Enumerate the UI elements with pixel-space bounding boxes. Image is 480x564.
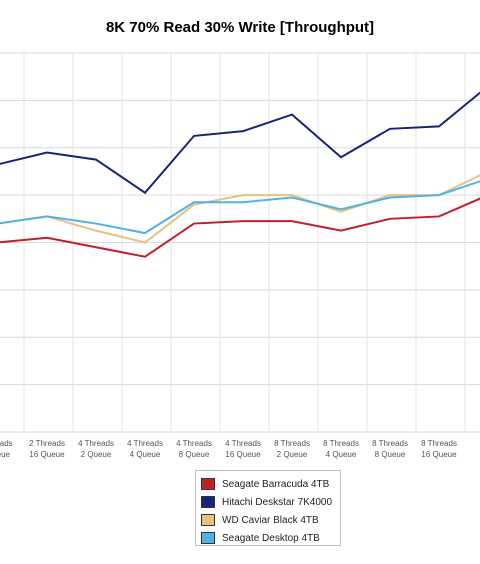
legend-item: Seagate Barracuda 4TB xyxy=(201,475,340,493)
x-tick-label: 4 Threads xyxy=(78,439,114,448)
legend-label: Seagate Barracuda 4TB xyxy=(222,478,330,490)
legend-swatch xyxy=(201,514,215,526)
x-tick-label: 8 Threads xyxy=(372,439,408,448)
x-tick-label: 16 Queue xyxy=(29,450,65,459)
x-tick-label: 8 Threads xyxy=(274,439,310,448)
legend-label: Seagate Desktop 4TB xyxy=(222,532,320,544)
series-line-2 xyxy=(0,174,480,244)
grid-lines xyxy=(0,52,480,433)
x-tick-label: 8 Threads xyxy=(323,439,359,448)
legend-swatch xyxy=(201,496,215,508)
x-tick-label: 4 Queue xyxy=(130,450,161,459)
legend: Seagate Barracuda 4TB Hitachi Deskstar 7K… xyxy=(195,470,341,546)
x-tick-label: 8 Queue xyxy=(375,450,406,459)
legend-label: Hitachi Deskstar 7K4000 xyxy=(222,496,333,508)
legend-swatch xyxy=(201,532,215,544)
series-lines xyxy=(0,91,480,258)
x-tick-label: 4 Queue xyxy=(326,450,357,459)
legend-label: WD Caviar Black 4TB xyxy=(222,514,319,526)
x-tick-label: 16 Queue xyxy=(225,450,261,459)
legend-item: Seagate Desktop 4TB xyxy=(201,529,340,547)
x-tick-label: 8 Threads xyxy=(421,439,457,448)
x-tick-label: 2 Queue xyxy=(81,450,112,459)
series-line-3 xyxy=(0,180,480,235)
x-axis-tick-labels: Threads Queue 2 Threads 16 Queue 4 Threads 2 … xyxy=(0,439,457,459)
chart-title: 8K 70% Read 30% Write [Throughput] xyxy=(105,19,375,36)
x-tick-label: 2 Threads xyxy=(29,439,65,448)
x-tick-label: Queue xyxy=(0,450,11,459)
x-tick-label: 4 Threads xyxy=(127,439,163,448)
legend-item: Hitachi Deskstar 7K4000 xyxy=(201,493,340,511)
legend-item: WD Caviar Black 4TB xyxy=(201,511,340,529)
x-tick-label: 4 Threads xyxy=(225,439,261,448)
x-tick-label: 4 Threads xyxy=(176,439,212,448)
series-line-1 xyxy=(0,91,480,195)
line-chart: Threads Queue 2 Threads 16 Queue 4 Threads 2 … xyxy=(0,52,480,459)
legend-swatch xyxy=(201,478,215,490)
x-tick-label: 16 Queue xyxy=(421,450,457,459)
x-tick-label: Threads xyxy=(0,439,13,448)
series-line-0 xyxy=(0,197,480,258)
x-tick-label: 8 Queue xyxy=(179,450,210,459)
x-tick-label: 2 Queue xyxy=(277,450,308,459)
